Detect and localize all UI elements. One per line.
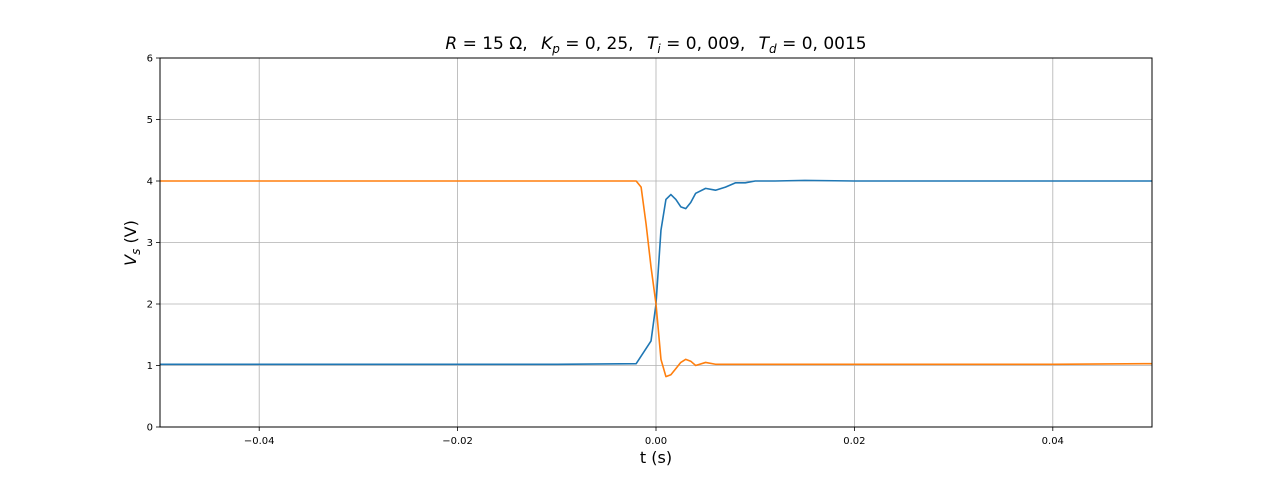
x-tick-label: 0.00	[645, 436, 667, 447]
series-line	[160, 180, 1153, 378]
x-axis-ticks: −0.04 −0.02 0.00 0.02 0.04	[244, 427, 1064, 447]
y-tick-label: 3	[147, 238, 153, 249]
y-axis-label: Vs (V)	[121, 220, 143, 266]
y-tick-label: 0	[147, 423, 153, 434]
y-axis-ticks: 0 1 2 3 4 5 6	[147, 54, 160, 434]
x-tick-label: −0.04	[244, 436, 275, 447]
y-tick-label: 1	[147, 361, 153, 372]
y-tick-label: 6	[147, 54, 153, 65]
y-tick-label: 2	[147, 300, 153, 311]
x-tick-label: 0.04	[1042, 436, 1064, 447]
x-axis-label: t (s)	[640, 448, 672, 467]
y-tick-label: 5	[147, 115, 153, 126]
chart-title: R = 15 Ω, Kp = 0, 25, Ti = 0, 009, Td = …	[445, 34, 866, 58]
x-tick-label: −0.02	[442, 436, 473, 447]
y-tick-label: 4	[147, 177, 153, 188]
series-line	[160, 179, 1152, 366]
x-tick-label: 0.02	[843, 436, 865, 447]
